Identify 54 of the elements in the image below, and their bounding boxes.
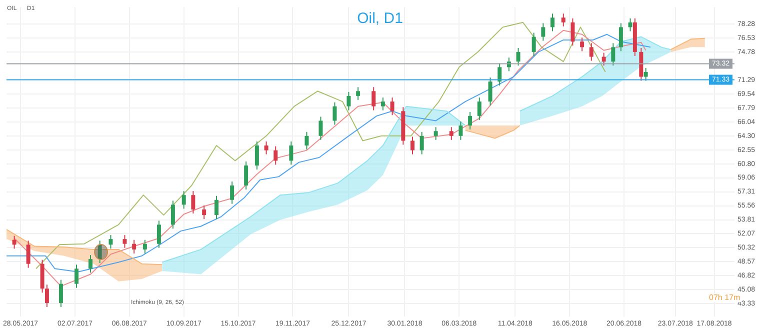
candlestick <box>122 234 127 248</box>
candlestick <box>420 131 424 155</box>
candlestick <box>142 239 147 254</box>
candlestick <box>289 141 294 166</box>
candlestick <box>541 22 546 42</box>
candlestick <box>449 126 454 140</box>
candlestick <box>550 13 554 32</box>
candlestick <box>254 141 259 170</box>
candlestick <box>532 32 536 56</box>
annotation: 07h 17m <box>708 293 742 302</box>
chart-title: Oil, D1 <box>357 10 403 27</box>
candlestick <box>58 279 63 308</box>
candlestick <box>628 18 632 32</box>
candlestick <box>380 97 385 111</box>
candlestick <box>372 86 376 111</box>
candlestick <box>88 254 93 274</box>
candlestick <box>410 136 414 155</box>
candlestick <box>477 97 482 120</box>
candlestick <box>202 204 206 220</box>
candlestick <box>589 42 594 62</box>
candlestick <box>182 190 186 210</box>
candlestick <box>214 195 219 220</box>
candlestick <box>170 200 175 230</box>
candlestick <box>356 86 360 100</box>
candlestick <box>244 161 248 190</box>
candlestick <box>26 240 30 268</box>
candlestick <box>156 220 161 248</box>
candlestick <box>488 77 492 106</box>
candlestick <box>390 97 394 116</box>
candlestick <box>434 126 438 140</box>
candlestick <box>264 141 268 155</box>
candlestick <box>132 239 136 254</box>
candlestick <box>561 13 566 27</box>
candlestick <box>12 235 16 250</box>
candlestick <box>230 180 234 204</box>
candlestick <box>570 18 575 46</box>
candlestick <box>304 131 309 150</box>
candlestick <box>44 284 49 308</box>
candlestick <box>611 42 616 66</box>
candlestick <box>346 91 351 111</box>
candlestick <box>644 67 648 82</box>
candlestick <box>108 234 113 250</box>
candlestick <box>318 116 323 140</box>
candlestick <box>332 102 337 126</box>
candlestick <box>458 121 463 140</box>
candlestick <box>274 146 278 166</box>
candlestick <box>498 62 502 86</box>
candlestick <box>618 22 623 52</box>
candlestick <box>602 52 606 66</box>
candlestick <box>580 37 584 52</box>
candlestick <box>74 264 79 288</box>
candlestick <box>516 47 520 66</box>
candlestick <box>468 111 472 130</box>
candlestick <box>191 190 196 214</box>
